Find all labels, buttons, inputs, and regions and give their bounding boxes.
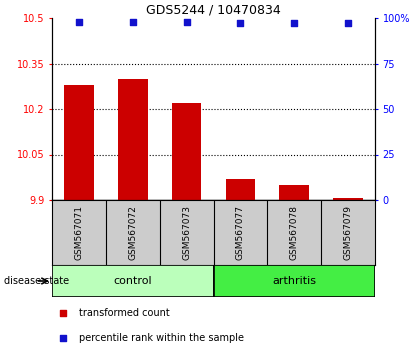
Point (237, 21, 244, 26)
Point (129, 19, 136, 24)
Text: GSM567079: GSM567079 (344, 205, 353, 260)
Bar (172, 103, 201, 200)
Text: percentile rank within the sample: percentile rank within the sample (79, 333, 245, 343)
Text: arthritis: arthritis (272, 276, 316, 286)
Bar (226, 179, 255, 200)
Bar (64, 85, 94, 200)
Point (345, 21, 351, 26)
Bar (333, 199, 363, 200)
Text: GSM567078: GSM567078 (290, 205, 299, 260)
Text: GSM567072: GSM567072 (128, 205, 137, 260)
Text: disease state: disease state (4, 276, 69, 286)
Point (60, 335, 67, 341)
Bar (213, 265, 375, 297)
Text: transformed count: transformed count (79, 308, 170, 318)
Title: GDS5244 / 10470834: GDS5244 / 10470834 (146, 4, 281, 17)
Text: GSM567073: GSM567073 (182, 205, 191, 260)
Bar (279, 185, 309, 200)
Text: GSM567077: GSM567077 (236, 205, 245, 260)
Point (291, 21, 298, 26)
Point (183, 19, 190, 24)
Point (60, 310, 67, 316)
Text: GSM567071: GSM567071 (74, 205, 83, 260)
Bar (52, 265, 213, 297)
Text: control: control (113, 276, 152, 286)
Bar (118, 79, 148, 200)
Point (76, 19, 82, 24)
